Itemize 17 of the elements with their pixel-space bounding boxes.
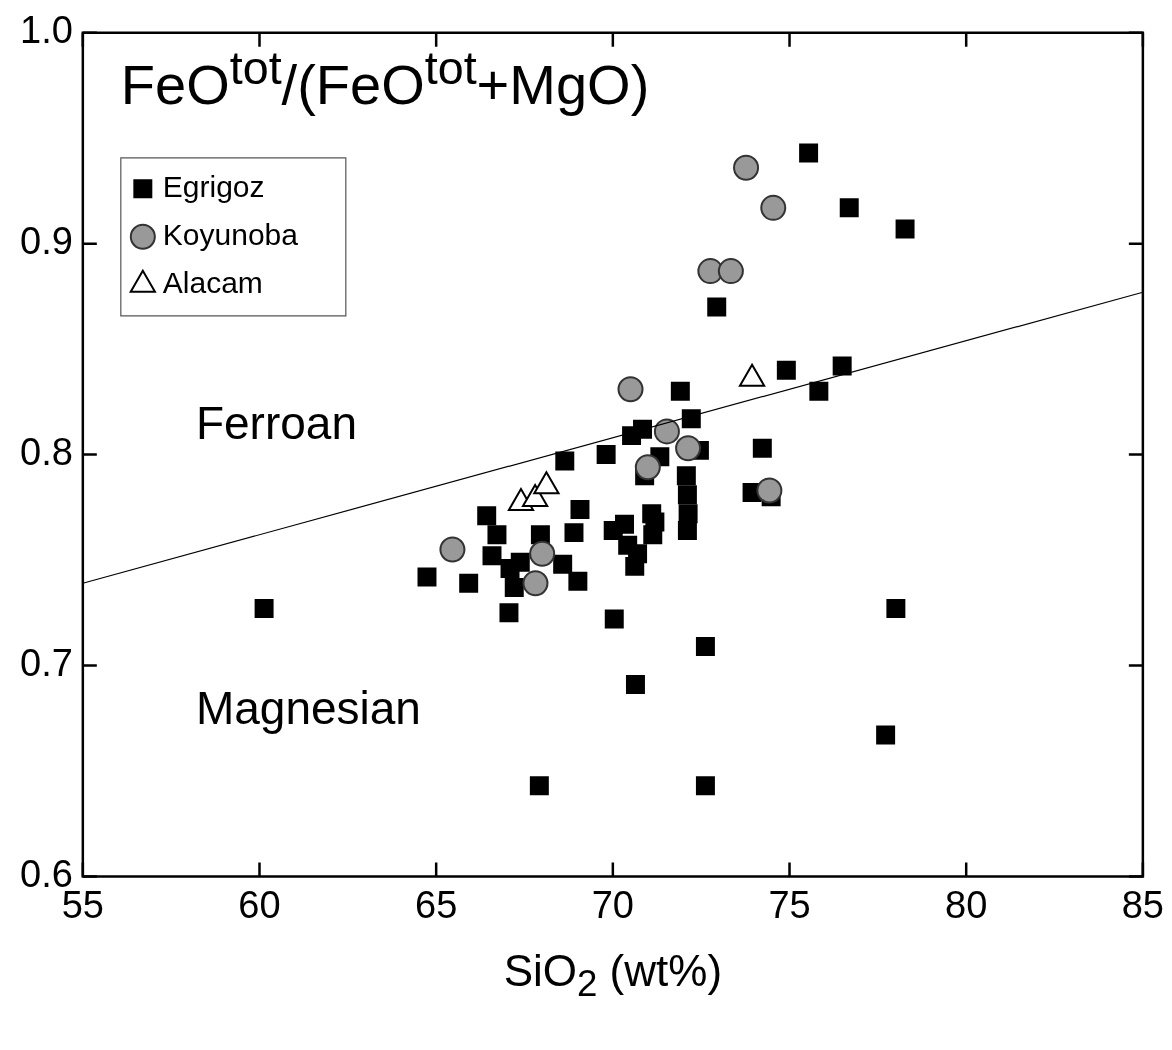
x-tick-label: 60 xyxy=(238,883,281,926)
annotation: Ferroan xyxy=(195,396,357,449)
y-tick-label: 0.7 xyxy=(20,641,73,684)
y-tick-label: 0.8 xyxy=(20,431,73,474)
y-tick-label: 0.9 xyxy=(20,220,73,263)
x-tick-label: 70 xyxy=(591,883,634,926)
x-tick-label: 80 xyxy=(945,883,988,926)
annotation: Magnesian xyxy=(195,681,421,734)
chart-title: FeO$^{tot}$/(FeO$^{tot}$+MgO) xyxy=(120,40,650,117)
x-tick-label: 85 xyxy=(1121,883,1165,926)
legend-label: Koyunoba xyxy=(162,218,299,252)
x-tick-label: 75 xyxy=(768,883,811,926)
x-axis-title: SiO$_{2}$ (wt%) xyxy=(503,946,723,1006)
y-tick-label: 1.0 xyxy=(20,9,73,52)
legend-label: Egrigoz xyxy=(162,170,265,204)
x-tick-label: 65 xyxy=(415,883,458,926)
legend-label: Alacam xyxy=(162,266,263,300)
